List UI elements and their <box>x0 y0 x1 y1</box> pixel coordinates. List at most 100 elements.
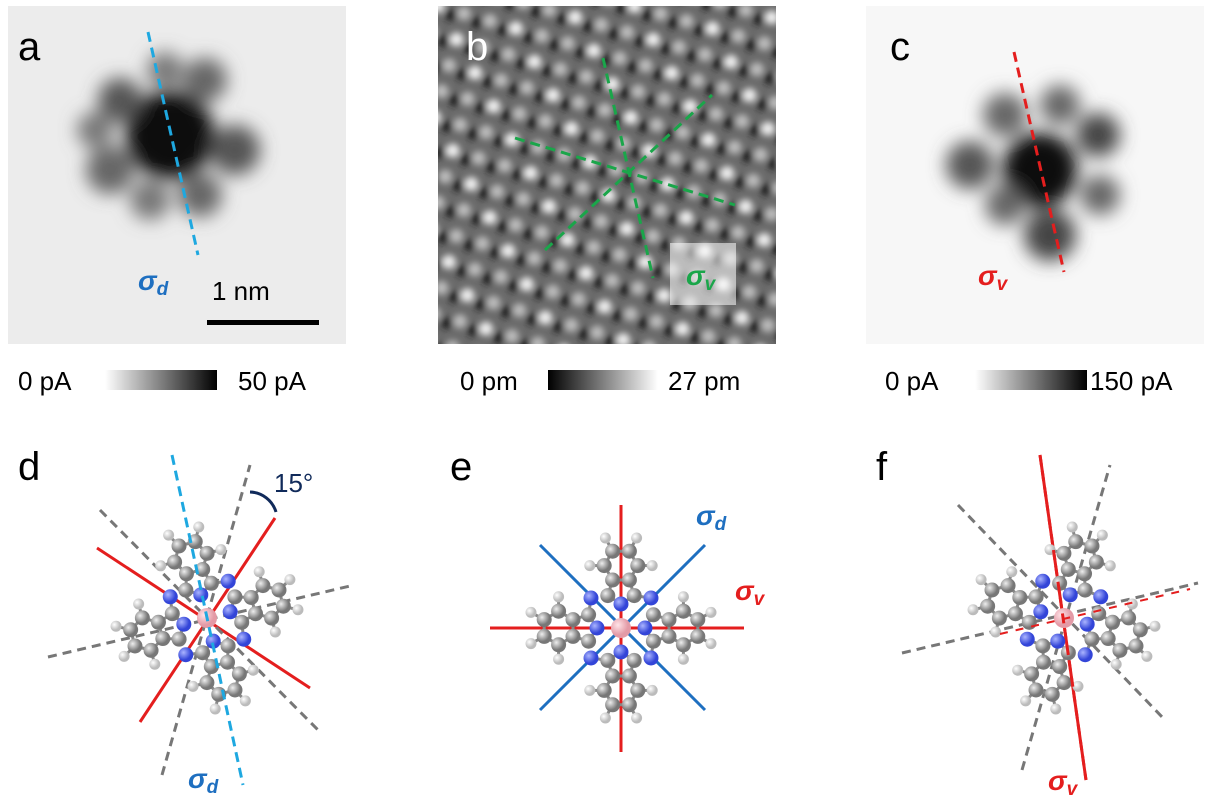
dark-spot <box>782 106 794 118</box>
bright-spot <box>779 155 793 169</box>
dark-spot <box>444 205 457 218</box>
bright-spot <box>668 348 682 362</box>
atom <box>209 703 221 715</box>
atom <box>1028 589 1044 605</box>
atom <box>271 582 287 598</box>
mirror-line <box>146 31 200 256</box>
dark-spot <box>438 257 442 270</box>
bright-spot <box>590 128 605 143</box>
atom <box>643 650 659 666</box>
dark-spot <box>741 150 754 163</box>
bright-spot <box>438 195 445 210</box>
dark-spot <box>737 64 750 77</box>
atom <box>1079 616 1095 632</box>
dark-spot <box>719 31 732 44</box>
bright-spot <box>660 177 675 192</box>
atom <box>599 712 611 724</box>
dark-spot <box>574 242 587 255</box>
bright-spot <box>649 117 664 132</box>
atom <box>646 684 658 696</box>
atom <box>1093 589 1109 605</box>
atom <box>1088 554 1104 570</box>
atom <box>164 606 180 622</box>
bright-spot <box>623 110 638 125</box>
atom <box>193 587 209 603</box>
atom <box>1024 666 1040 682</box>
dark-spot <box>604 138 617 151</box>
bright-spot <box>627 6 642 14</box>
panel-label: a <box>18 25 41 69</box>
atom <box>967 604 979 616</box>
bright-spot <box>791 214 805 228</box>
colorbar-max: 27 pm <box>668 366 740 396</box>
bright-spot <box>497 158 512 173</box>
dark-spot <box>593 79 606 92</box>
mirror-line <box>170 454 245 786</box>
bright-spot <box>545 284 560 299</box>
dark-spot <box>600 250 613 263</box>
dark-spot <box>749 124 762 137</box>
atom <box>626 588 642 604</box>
atom <box>613 596 629 612</box>
bright-spot <box>586 240 601 255</box>
dark-spot <box>767 354 779 366</box>
dark-spot <box>774 330 776 338</box>
bright-spot <box>791 18 805 32</box>
symmetry-label: σd <box>696 500 727 535</box>
bright-spot <box>545 88 560 103</box>
colorbar-max: 150 pA <box>1090 366 1173 396</box>
dark-spot <box>582 216 595 229</box>
dark-spot <box>541 261 554 274</box>
bright-spot <box>690 73 705 88</box>
dark-spot <box>611 113 624 126</box>
bright-spot <box>530 336 545 344</box>
bright-spot <box>560 232 575 247</box>
atom <box>1028 682 1044 698</box>
panel-label: f <box>876 445 888 489</box>
dark-spot <box>545 347 557 359</box>
label-box <box>670 243 736 305</box>
atom <box>626 652 642 668</box>
dark-spot <box>423 87 435 99</box>
atom <box>621 697 637 713</box>
bright-spot <box>416 51 430 65</box>
dark-spot <box>537 175 550 188</box>
scale-bar <box>207 320 319 325</box>
dark-spot <box>585 302 598 315</box>
colorbar <box>975 370 1087 390</box>
dark-spot <box>704 83 717 96</box>
bright-spot <box>486 295 501 310</box>
dark-spot <box>686 50 699 63</box>
bright-spot <box>727 336 742 344</box>
dark-spot <box>481 272 494 285</box>
bright-spot <box>412 162 426 176</box>
atom <box>599 532 611 544</box>
bright-spot <box>575 180 590 195</box>
dark-spot <box>797 250 809 262</box>
colorbar-min: 0 pA <box>18 366 72 396</box>
atom <box>264 610 280 626</box>
atom <box>605 668 621 684</box>
bright-spot <box>594 17 609 32</box>
bright-spot <box>571 292 586 307</box>
bright-spot <box>534 225 549 240</box>
dark-spot <box>478 187 491 200</box>
atom <box>118 650 130 662</box>
dark-spot <box>541 64 554 77</box>
mirror-line <box>1038 454 1088 781</box>
dark-spot <box>496 23 509 36</box>
atom <box>991 610 1007 626</box>
bright-spot <box>490 184 505 199</box>
atom <box>127 638 143 654</box>
atom <box>1020 695 1032 707</box>
bright-spot <box>605 273 620 288</box>
atom <box>637 620 653 636</box>
dark-spot <box>455 264 468 277</box>
atom <box>231 666 247 682</box>
atom <box>171 538 187 554</box>
atom <box>1033 604 1049 620</box>
bright-spot <box>713 6 726 10</box>
dark-spot <box>619 87 632 100</box>
dark-spot <box>438 34 450 47</box>
dark-spot <box>693 24 706 37</box>
